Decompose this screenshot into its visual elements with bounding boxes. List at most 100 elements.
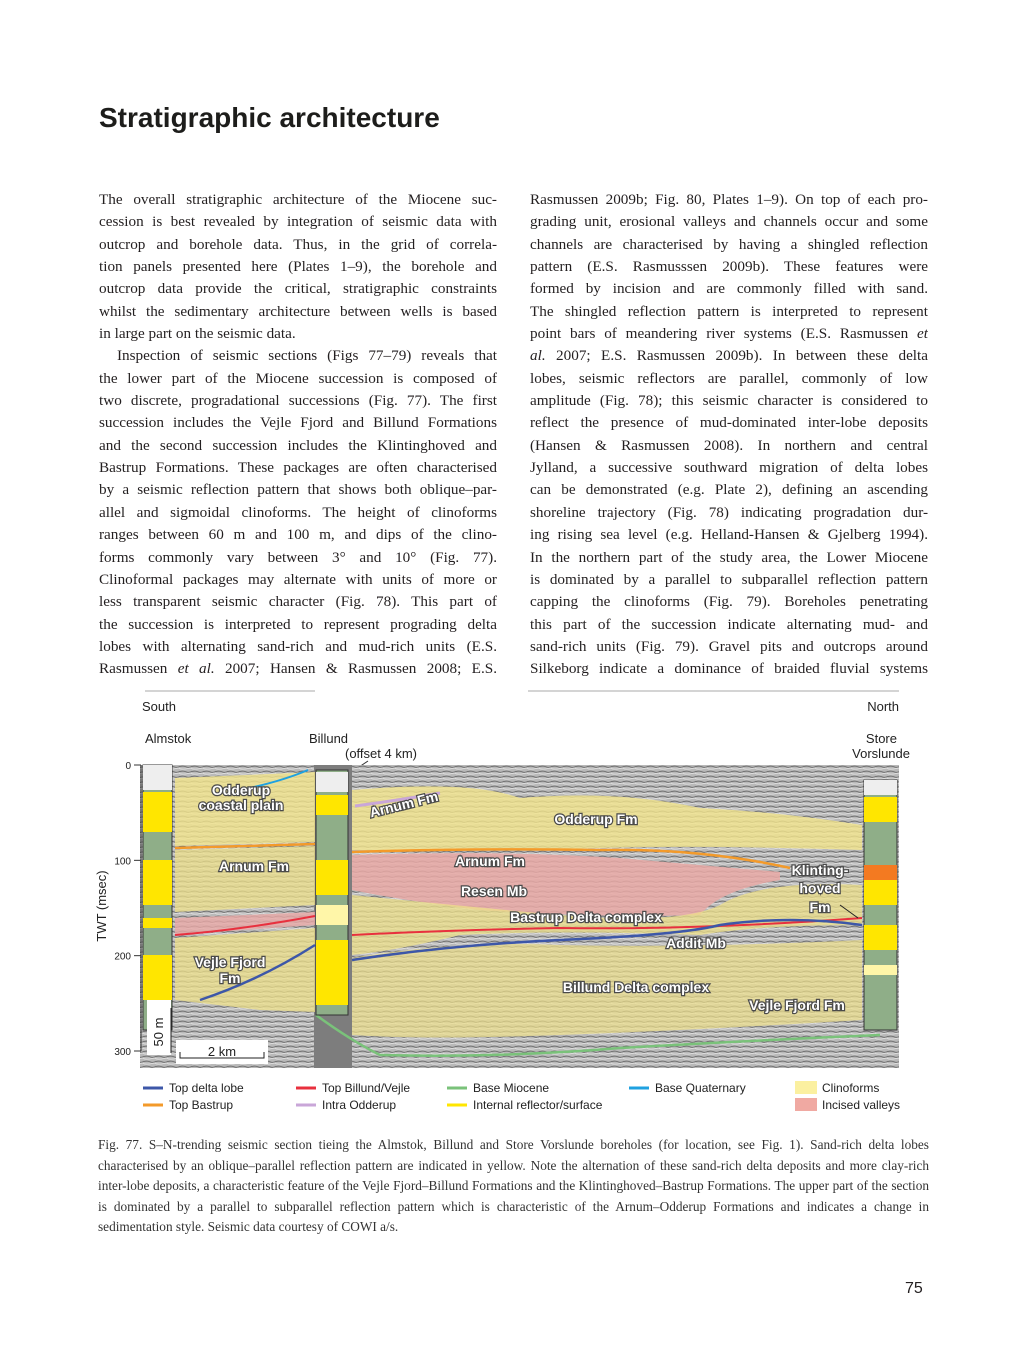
text-line: Inspection of seismic sections (Figs 77–… — [117, 347, 497, 365]
text-line: pattern (E.S. Rasmusssen 2009b). These f… — [530, 258, 928, 276]
text-line: amplitude (Fig. 78); this seismic charac… — [530, 392, 928, 410]
unit-label: Vejle Fjord — [195, 954, 266, 970]
legend: Top delta lobe Top Billund/Vejle Base Mi… — [143, 1081, 900, 1112]
figure-caption: Fig. 77. S–N-trending seismic section ti… — [98, 1137, 929, 1235]
text-run: 2007; Hansen & Rasmussen 2008; E.S. — [214, 660, 497, 678]
tick-label: 0 — [125, 761, 131, 772]
unit-label: Resen Mb — [461, 883, 527, 899]
tick-label: 300 — [114, 1047, 131, 1058]
well-log — [315, 769, 349, 1016]
text-line: can be demonstrated (e.g. Plate 2), defi… — [530, 481, 928, 499]
unit-label: Odderup Fm — [554, 811, 637, 827]
unit-label: Arnum Fm — [455, 853, 525, 869]
legend-label: Top Billund/Vejle — [322, 1081, 410, 1095]
text-run: et al. — [177, 660, 215, 678]
text-column: Rasmussen 2009b; Fig. 80, Plates 1–9). O… — [530, 189, 928, 681]
well-note: (offset 4 km) — [345, 746, 417, 761]
well-log — [863, 779, 898, 1031]
text-line: the lower part of the Miocene succession… — [99, 369, 497, 387]
text-line: the succession is interpreted to represe… — [99, 615, 497, 633]
unit-label: Billund Delta complex — [563, 979, 709, 995]
legend-label: Incised valleys — [822, 1098, 900, 1112]
text-line: two discrete, progradational successions… — [99, 392, 497, 410]
top-delta-lobe — [199, 918, 863, 1002]
scale-box — [176, 1040, 268, 1064]
tick-label: 100 — [114, 856, 131, 867]
well-log — [142, 764, 173, 1031]
top-bastrup — [174, 842, 791, 870]
axis-label: TWT (msec) — [94, 870, 109, 941]
text-run: et — [917, 325, 928, 343]
legend-label: Intra Odderup — [322, 1098, 396, 1112]
text-line: outcrop data provide the critical, strat… — [99, 280, 497, 298]
clinoform-zone — [352, 786, 862, 851]
text-line: succession includes the Vejle Fjord and … — [99, 414, 497, 432]
unit-label: Bastrup Delta complex — [510, 909, 662, 925]
page-number: 75 — [905, 1280, 923, 1297]
text-line: lobes, seismic reflectors are parallel, … — [530, 369, 928, 387]
text-line: whilst the sedimentary architecture betw… — [99, 302, 497, 320]
clinoform-zone — [352, 884, 862, 955]
intra-odderup — [354, 791, 441, 808]
unit-label: coastal plain — [199, 797, 284, 813]
text-line: this part of the succession indicate alt… — [530, 615, 928, 633]
unit-label: Arnum Fm — [219, 858, 289, 874]
text-line: al. 2007; E.S. Rasmussen 2009b). In betw… — [530, 345, 928, 367]
unit-label: Klinting- — [792, 862, 849, 878]
text-line: Jylland, a successive southward migratio… — [530, 459, 928, 477]
text-line: grading unit, erosional valleys and chan… — [530, 213, 928, 231]
twt-axis: 0 100 200 300 — [114, 761, 142, 1058]
unit-label: Odderup — [212, 782, 270, 798]
text-line: shoreline trajectory (Fig. 78) indicatin… — [530, 503, 928, 521]
legend-label: Clinoforms — [822, 1081, 879, 1095]
text-line: and the second succession includes the K… — [99, 436, 497, 454]
legend-label: Top delta lobe — [169, 1081, 244, 1095]
text-line: point bars of meandering river systems (… — [530, 323, 928, 345]
section-title: Stratigraphic architecture — [99, 102, 440, 133]
text-line: Rasmussen et al. 2007; Hansen & Rasmusse… — [99, 658, 497, 680]
incised-valley — [175, 912, 315, 935]
text-run: 2007; E.S. Rasmussen 2009b). In between … — [545, 347, 928, 365]
text-line: Rasmussen 2009b; Fig. 80, Plates 1–9). O… — [530, 191, 928, 208]
text-line: formed by incision and are commonly fill… — [530, 280, 928, 298]
text-line: In the northern part of the study area, … — [530, 548, 928, 566]
text-run: Rasmussen — [99, 660, 178, 678]
clinoform-zone — [175, 928, 315, 1012]
legend-label: Top Bastrup — [169, 1098, 233, 1112]
text-line: capping the clinoforms (Fig. 79). Boreho… — [530, 593, 928, 611]
unit-label: Fm — [810, 899, 831, 915]
well-name: Store — [866, 731, 897, 746]
text-line: in large part on the seismic data. — [99, 325, 296, 343]
legend-label: Base Quaternary — [655, 1081, 746, 1095]
scale-box — [147, 1000, 171, 1055]
clinoform-zone — [175, 772, 315, 846]
clinoform-zone — [175, 846, 315, 912]
text-line: by a seismic reflection pattern that sho… — [99, 481, 497, 499]
base-quaternary — [239, 769, 309, 791]
text-column: The overall stratigraphic architecture o… — [99, 189, 497, 681]
pointer — [839, 904, 859, 919]
text-run: point bars of meandering river systems (… — [530, 325, 918, 343]
legend-swatch — [795, 1098, 817, 1111]
text-line: Bastrup Formations. These packages are o… — [99, 459, 497, 477]
clinoform-zone — [352, 940, 862, 1038]
text-line: reflect the presence of mud-dominated in… — [530, 414, 928, 432]
scale-label: 50 m — [151, 1018, 166, 1047]
text-line: Clinoformal packages may alternate with … — [99, 570, 497, 588]
text-line: sand-rich units (Fig. 79). Gravel pits a… — [530, 637, 928, 655]
well-name: Billund — [309, 731, 348, 746]
text-line: tion panels presented here (Plates 1–9),… — [99, 258, 497, 276]
text-line: channels are characterised by having a s… — [530, 235, 928, 253]
legend-label: Base Miocene — [473, 1081, 549, 1095]
well-name: Almstok — [145, 731, 192, 746]
base-miocene — [315, 1013, 881, 1057]
legend-swatch — [795, 1081, 817, 1094]
text-line: lobes with alternating sand-rich and mud… — [99, 637, 497, 655]
text-run: al. — [530, 347, 546, 365]
text-line: The overall stratigraphic architecture o… — [99, 191, 497, 208]
text-line: forms commonly vary between 3° and 10° (… — [99, 548, 497, 566]
text-line: less transparent seismic character (Fig.… — [99, 593, 497, 611]
well-name: Vorslunde — [852, 746, 910, 761]
unit-label: Addit Mb — [666, 935, 726, 951]
